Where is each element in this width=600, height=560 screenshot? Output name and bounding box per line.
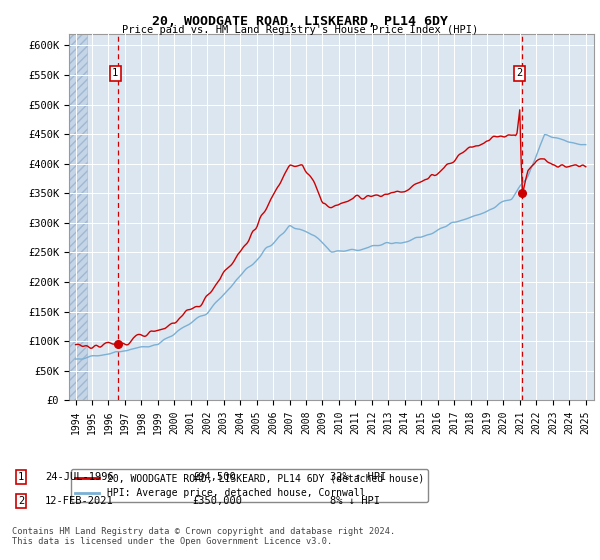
Text: 2: 2 — [18, 496, 24, 506]
Legend: 20, WOODGATE ROAD, LISKEARD, PL14 6DY (detached house), HPI: Average price, deta: 20, WOODGATE ROAD, LISKEARD, PL14 6DY (d… — [71, 469, 428, 502]
Text: £94,500: £94,500 — [192, 472, 236, 482]
Text: 24-JUL-1996: 24-JUL-1996 — [45, 472, 114, 482]
Text: 32% ↑ HPI: 32% ↑ HPI — [330, 472, 386, 482]
Text: 1: 1 — [18, 472, 24, 482]
Text: 1: 1 — [112, 68, 118, 78]
Text: Contains HM Land Registry data © Crown copyright and database right 2024.
This d: Contains HM Land Registry data © Crown c… — [12, 526, 395, 546]
Text: £350,000: £350,000 — [192, 496, 242, 506]
Text: 20, WOODGATE ROAD, LISKEARD, PL14 6DY: 20, WOODGATE ROAD, LISKEARD, PL14 6DY — [152, 15, 448, 27]
Text: Price paid vs. HM Land Registry's House Price Index (HPI): Price paid vs. HM Land Registry's House … — [122, 25, 478, 35]
Text: 12-FEB-2021: 12-FEB-2021 — [45, 496, 114, 506]
Text: 2: 2 — [517, 68, 523, 78]
Text: 8% ↓ HPI: 8% ↓ HPI — [330, 496, 380, 506]
Bar — [69, 34, 88, 400]
